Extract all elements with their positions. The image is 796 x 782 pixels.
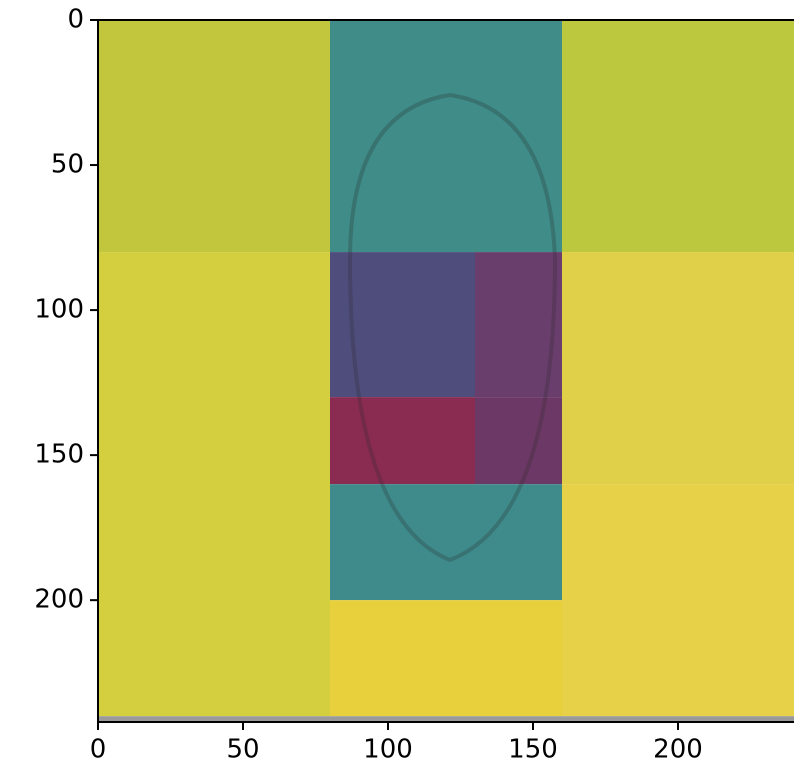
heatmap-cell: [562, 484, 794, 716]
heatmap-cell: [475, 397, 562, 484]
heatmap-cell: [330, 20, 562, 252]
y-tick-label: 200: [34, 585, 84, 615]
heatmap-cell: [562, 20, 794, 252]
y-tick-label: 50: [51, 150, 84, 180]
x-tick-label: 150: [508, 735, 558, 765]
x-tick-label: 50: [226, 735, 259, 765]
y-tick-label: 0: [67, 5, 84, 35]
x-tick-label: 200: [653, 735, 703, 765]
heatmap-cell: [98, 20, 330, 252]
y-tick-label: 100: [34, 295, 84, 325]
heatmap-cell: [330, 397, 475, 484]
x-tick-label: 0: [90, 735, 107, 765]
chart: 0 50 100 150 200 0 50 100 150 200: [0, 0, 796, 778]
heatmap-cell: [330, 484, 562, 600]
heatmap-cell: [330, 600, 562, 716]
x-tick-label: 100: [363, 735, 413, 765]
heatmap-cell: [98, 252, 330, 716]
y-tick-label: 150: [34, 440, 84, 470]
heatmap-cell: [562, 252, 794, 484]
